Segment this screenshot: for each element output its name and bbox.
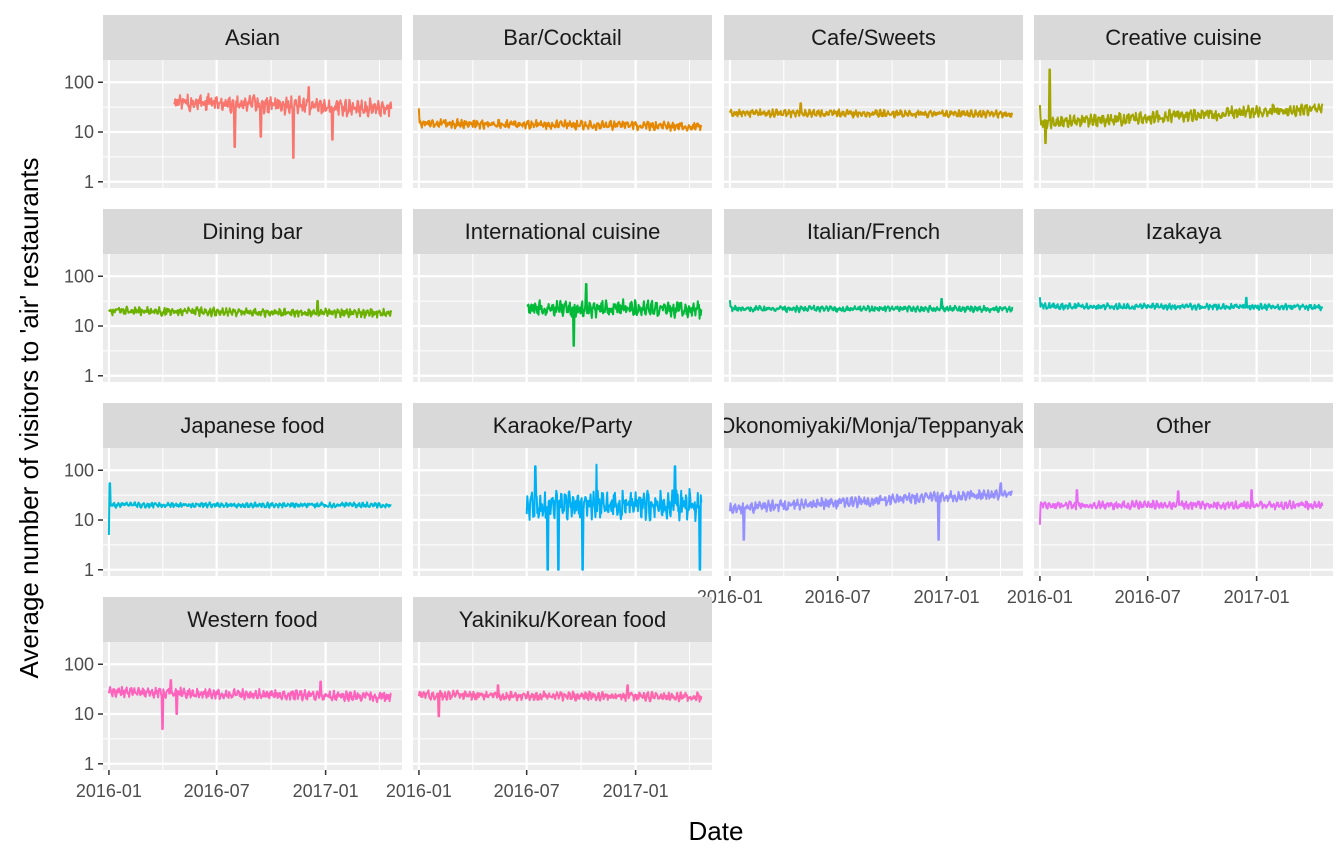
x-tick-label: 2017-01	[603, 781, 669, 801]
facet-strip	[413, 209, 712, 254]
facet-strip-label: Italian/French	[807, 219, 940, 244]
series-line-italian-french	[728, 297, 1014, 314]
facet-strip	[413, 15, 712, 60]
series-line-okonomiyaki-monja-teppanyaki	[728, 482, 1013, 541]
facet-asian: Asian 1 10 100	[64, 15, 402, 192]
series-line-japanese-food	[107, 482, 392, 536]
y-tick-label: 100	[64, 72, 94, 92]
panel-background	[103, 642, 402, 770]
facet-strip-label: Bar/Cocktail	[503, 25, 622, 50]
facet-strip	[724, 15, 1023, 60]
series-line-other	[1038, 489, 1324, 525]
x-tick-label: 2016-07	[1115, 587, 1181, 607]
y-tick-label: 1	[84, 366, 94, 386]
facet-strip	[103, 15, 402, 60]
facet-strip-label: Western food	[187, 607, 317, 632]
panel-background	[1034, 254, 1333, 382]
facet-strip-label: Yakiniku/Korean food	[459, 607, 667, 632]
facet-izakaya: Izakaya	[1034, 209, 1333, 382]
facet-western-food: Western food 1 10 100 2016-01 2016-07 2017-01	[64, 597, 402, 801]
x-tick-label: 2017-01	[293, 781, 359, 801]
x-tick-label: 2016-07	[184, 781, 250, 801]
y-tick-label: 10	[74, 510, 94, 530]
facet-strip-label: Cafe/Sweets	[811, 25, 936, 50]
panel-background	[103, 60, 402, 188]
series-line-cafe-sweets	[728, 102, 1014, 119]
facet-karaoke-party: Karaoke/Party	[413, 403, 712, 576]
y-tick-label: 100	[64, 266, 94, 286]
facet-bar-cocktail: Bar/Cocktail	[413, 15, 712, 188]
x-axis-title: Date	[689, 816, 744, 846]
facet-strip	[1034, 209, 1333, 254]
panel-background	[103, 448, 402, 576]
panel-background	[724, 448, 1023, 576]
series-line-izakaya	[1038, 296, 1324, 312]
facet-panels: Asian 1 10 100 Bar/Cocktail Cafe/Sweets Creati…	[64, 15, 1333, 801]
facet-dining-bar: Dining bar 1 10 100	[64, 209, 402, 386]
panel-background	[413, 642, 712, 770]
y-tick-label: 100	[64, 460, 94, 480]
x-tick-label: 2016-01	[697, 587, 763, 607]
x-tick-label: 2016-01	[386, 781, 452, 801]
facet-strip-label: Karaoke/Party	[493, 413, 632, 438]
facet-strip	[413, 597, 712, 642]
facet-strip	[1034, 403, 1333, 448]
series-line-dining-bar	[107, 299, 393, 319]
x-tick-label: 2017-01	[914, 587, 980, 607]
series-line-bar-cocktail	[417, 108, 703, 132]
facet-strip-label: Asian	[225, 25, 280, 50]
x-tick-label: 2016-01	[76, 781, 142, 801]
y-tick-label: 1	[84, 172, 94, 192]
facet-cafe-sweets: Cafe/Sweets	[724, 15, 1023, 188]
series-line-karaoke-party	[525, 463, 703, 571]
panel-background	[1034, 60, 1333, 188]
facet-strip-label: Dining bar	[202, 219, 302, 244]
facet-creative-cuisine: Creative cuisine	[1034, 15, 1333, 188]
series-line-asian	[173, 86, 393, 159]
facet-strip-label: Okonomiyaki/Monja/Teppanyaki	[718, 413, 1029, 438]
panel-background	[1034, 448, 1333, 576]
facet-strip	[103, 597, 402, 642]
facet-strip	[413, 403, 712, 448]
facet-strip-label: Other	[1156, 413, 1211, 438]
x-tick-label: 2017-01	[1224, 587, 1290, 607]
facet-strip-label: Japanese food	[180, 413, 324, 438]
x-tick-label: 2016-07	[805, 587, 871, 607]
x-tick-label: 2016-07	[494, 781, 560, 801]
series-line-international-cuisine	[526, 283, 703, 347]
y-tick-label: 10	[74, 122, 94, 142]
facet-other: Other 2016-01 2016-07 2017-01	[1007, 403, 1333, 607]
facet-japanese-food: Japanese food 1 10 100	[64, 403, 402, 580]
facet-yakiniku-korean-food: Yakiniku/Korean food 2016-01 2016-07 2017-0…	[386, 597, 712, 801]
series-line-yakiniku-korean-food	[417, 684, 703, 718]
facet-strip	[724, 403, 1023, 448]
facet-international-cuisine: International cuisine	[413, 209, 712, 382]
panel-background	[724, 60, 1023, 188]
y-tick-label: 10	[74, 316, 94, 336]
facet-strip-label: Izakaya	[1146, 219, 1223, 244]
x-tick-label: 2016-01	[1007, 587, 1073, 607]
series-line-western-food	[107, 679, 392, 730]
panel-background	[413, 254, 712, 382]
y-tick-label: 10	[74, 704, 94, 724]
facet-strip	[1034, 15, 1333, 60]
y-tick-label: 1	[84, 754, 94, 774]
facet-strip	[724, 209, 1023, 254]
panel-background	[724, 254, 1023, 382]
y-tick-label: 1	[84, 560, 94, 580]
facet-strip-label: International cuisine	[465, 219, 661, 244]
facet-strip	[103, 209, 402, 254]
facet-italian-french: Italian/French	[724, 209, 1023, 382]
facet-strip-label: Creative cuisine	[1105, 25, 1262, 50]
y-axis-title: Average number of visitors to 'air' rest…	[14, 157, 44, 678]
y-tick-label: 100	[64, 654, 94, 674]
facet-okonomiyaki-monja-teppanyaki: Okonomiyaki/Monja/Teppanyaki 2016-01 2016-…	[697, 403, 1029, 607]
facet-strip	[103, 403, 402, 448]
series-line-creative-cuisine	[1038, 68, 1324, 145]
